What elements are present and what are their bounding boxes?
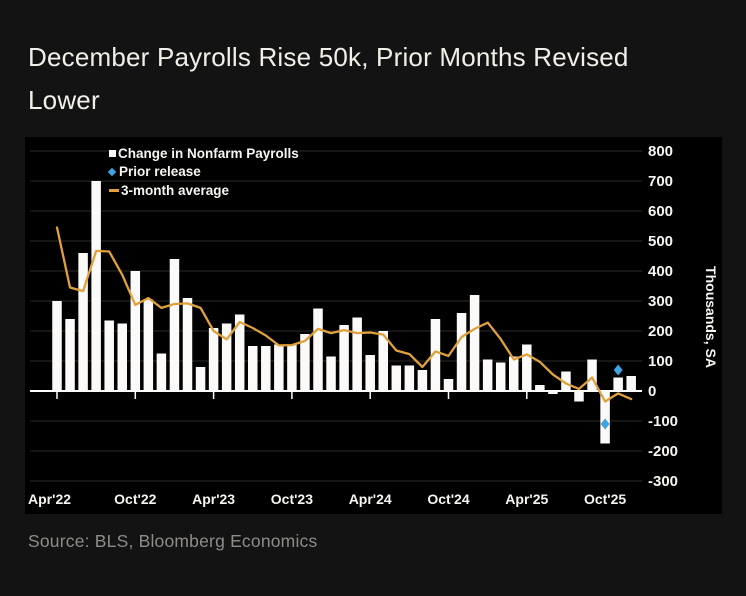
y-axis-title: Thousands, SA [703, 266, 719, 368]
source-note: Source: BLS, Bloomberg Economics [28, 531, 318, 551]
payrolls-bar [522, 344, 532, 391]
payrolls-bar [65, 319, 75, 391]
payrolls-bar [443, 379, 454, 391]
payrolls-bar [535, 385, 545, 391]
x-axis-tick-label: Oct'24 [427, 491, 469, 507]
y-axis-tick-label: 100 [648, 353, 673, 370]
payrolls-bar [561, 371, 571, 391]
payrolls-bar [78, 253, 88, 391]
x-axis-tick-label: Apr'24 [349, 491, 392, 507]
payrolls-chart: 800 700 600 500 400 300 200 100 0 -100 -200 -300 Apr… [28, 143, 719, 507]
payrolls-bar [117, 323, 127, 391]
prior-release-diamond-icon [600, 418, 610, 430]
payrolls-bar [509, 356, 519, 391]
payrolls-bar [365, 355, 375, 391]
chart-title: December Payrolls Rise 50k, Prior Months… [28, 42, 629, 115]
payrolls-bar [221, 323, 232, 391]
payrolls-bar [404, 365, 415, 391]
payrolls-bar [456, 313, 467, 391]
y-axis-tick-label: 400 [648, 263, 673, 280]
legend-item: Change in Nonfarm Payrolls [109, 144, 299, 163]
x-axis-tick-label: Oct'22 [114, 491, 156, 507]
y-axis-tick-label: 700 [648, 173, 673, 190]
payrolls-bar [587, 359, 597, 391]
payrolls-bar [169, 259, 180, 391]
payrolls-bar [600, 391, 610, 444]
y-axis-tick-label: 500 [648, 233, 673, 250]
payrolls-bar [626, 376, 636, 391]
prior-release-diamond-icon [613, 364, 623, 376]
x-axis-tick-label: Apr'23 [192, 491, 235, 507]
legend-item: Prior release [107, 163, 299, 182]
y-axis-tick-label: 600 [648, 203, 673, 220]
payrolls-bar [391, 365, 402, 391]
y-axis-tick-label: -100 [648, 413, 678, 430]
y-axis-tick-label: -300 [648, 473, 678, 490]
line-legend-marker-icon [109, 188, 119, 192]
payrolls-bar [208, 328, 219, 391]
x-axis-tick-label: Oct'23 [271, 491, 313, 507]
payrolls-bar [326, 356, 336, 391]
x-axis-tick-label: Oct'25 [584, 491, 626, 507]
x-axis-tick-label: Apr'25 [505, 491, 548, 507]
payrolls-bar [91, 181, 101, 391]
y-axis-tick-label: 800 [648, 143, 673, 160]
y-axis-tick-label: 0 [648, 383, 656, 400]
legend-label: 3-month average [121, 182, 230, 198]
payrolls-bar [430, 319, 441, 391]
payrolls-bar [417, 370, 428, 391]
payrolls-bar [482, 359, 493, 391]
payrolls-bar [495, 362, 506, 391]
payrolls-bar [378, 331, 388, 391]
payrolls-bar [182, 298, 193, 391]
payrolls-bar [143, 299, 154, 391]
legend-label: Change in Nonfarm Payrolls [118, 145, 299, 161]
payrolls-bar [613, 377, 623, 391]
payrolls-bar [287, 344, 297, 391]
payrolls-bar [261, 346, 271, 391]
payrolls-bar [104, 320, 114, 391]
payrolls-bar [313, 308, 323, 391]
payrolls-bar [300, 334, 310, 391]
payrolls-bar [195, 367, 206, 391]
chart-legend: Change in Nonfarm Payrolls Prior release 3… [107, 144, 299, 200]
three-month-average-line [55, 226, 633, 403]
payrolls-bar [548, 391, 558, 394]
diamond-legend-marker-icon [107, 167, 117, 176]
x-axis-tick-label: Apr'22 [28, 491, 71, 507]
chart-panel: Change in Nonfarm Payrolls Prior release 3… [25, 137, 722, 514]
y-axis-tick-label: -200 [648, 443, 678, 460]
payrolls-bar [274, 344, 284, 391]
payrolls-bar [352, 317, 362, 391]
y-axis-tick-label: 300 [648, 293, 673, 310]
payrolls-bar [234, 314, 245, 391]
legend-item: 3-month average [109, 181, 299, 200]
legend-label: Prior release [119, 164, 201, 180]
payrolls-bar [339, 325, 349, 391]
payrolls-bar [574, 391, 584, 402]
payrolls-bar [156, 353, 167, 391]
payrolls-bar [248, 346, 258, 391]
y-axis-tick-label: 200 [648, 323, 673, 340]
payrolls-bar [130, 271, 141, 391]
payrolls-bar [52, 301, 62, 391]
payrolls-bar [469, 295, 480, 391]
square-legend-marker-icon [109, 149, 116, 157]
